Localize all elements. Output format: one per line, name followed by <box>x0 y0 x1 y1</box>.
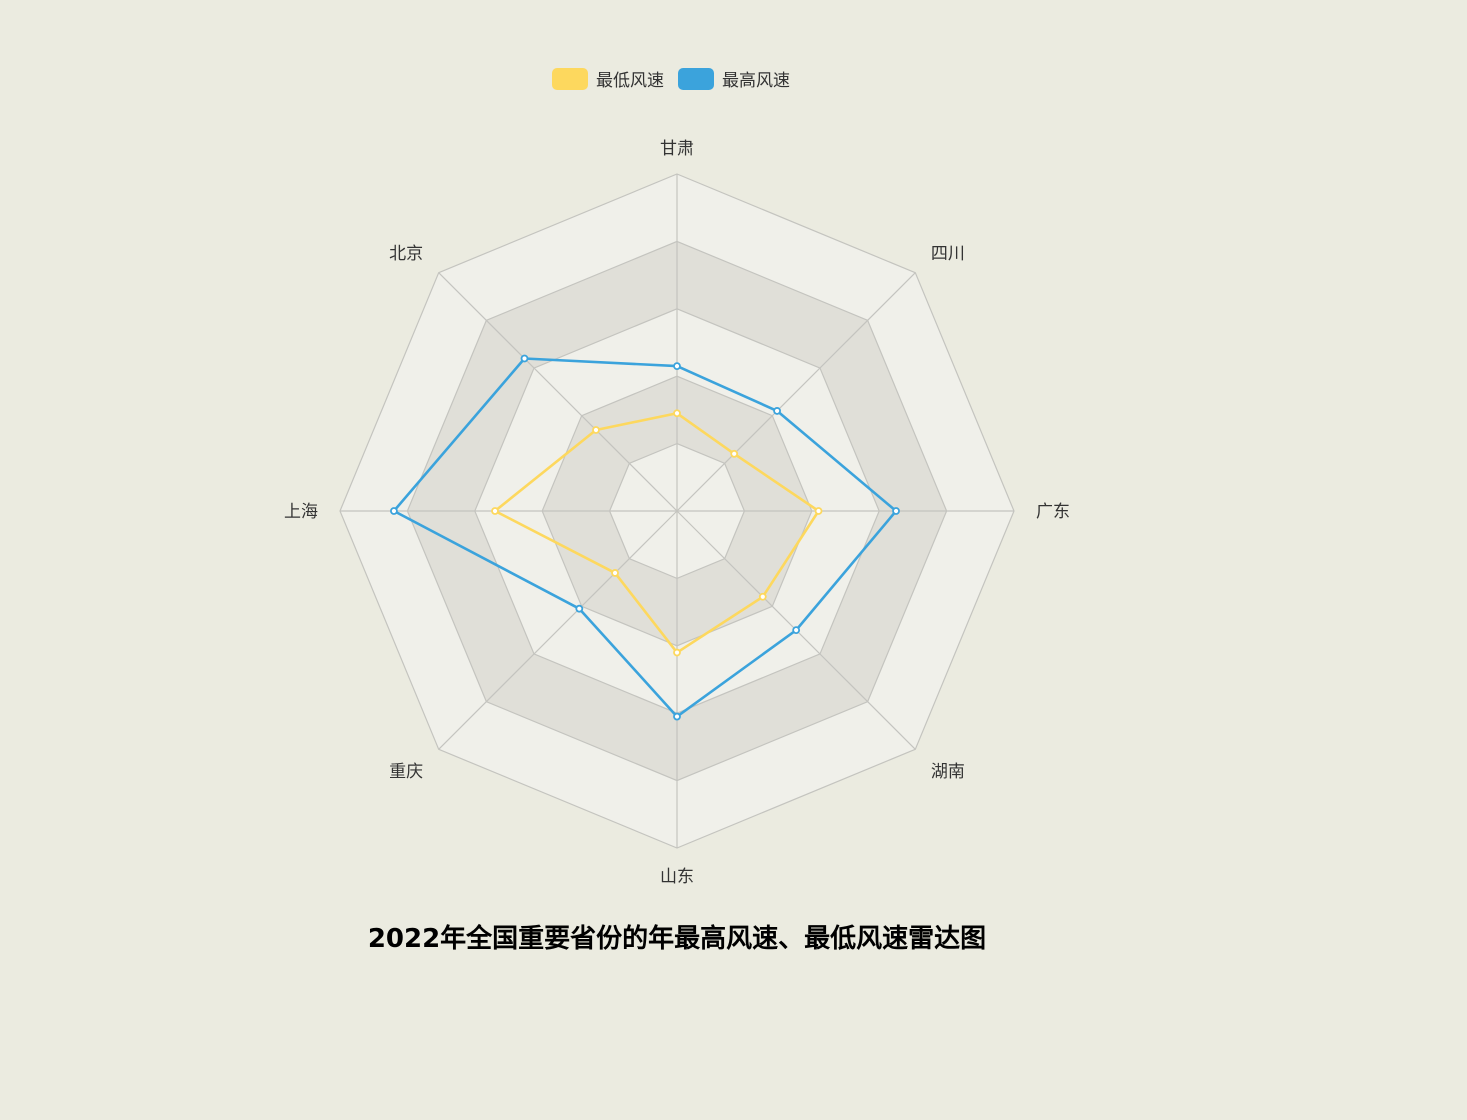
axis-label-3: 湖南 <box>931 762 965 782</box>
axis-line-7 <box>438 272 678 512</box>
series-0-point-6 <box>491 507 499 515</box>
legend: 最低风速 最高风速 <box>552 66 790 91</box>
axis-label-6: 上海 <box>284 502 318 522</box>
axis-label-7: 北京 <box>389 244 423 264</box>
legend-item-max-wind[interactable]: 最高风速 <box>678 66 790 91</box>
axis-label-2: 广东 <box>1036 502 1070 522</box>
legend-swatch-min-wind <box>552 67 588 90</box>
axis-label-0: 甘肃 <box>660 139 694 159</box>
chart-title: 2022年全国重要省份的年最高风速、最低风速雷达图 <box>367 924 987 954</box>
series-1-point-6 <box>390 507 398 515</box>
axis-label-1: 四川 <box>931 244 965 264</box>
series-0-point-3 <box>758 592 767 601</box>
legend-label-max-wind: 最高风速 <box>722 71 790 91</box>
series-0-point-2 <box>814 507 823 515</box>
legend-item-min-wind[interactable]: 最低风速 <box>552 66 664 91</box>
axis-line-5 <box>438 510 678 750</box>
series-1-point-2 <box>892 507 900 515</box>
series-1-point-4 <box>673 712 681 721</box>
legend-swatch-max-wind <box>678 67 714 90</box>
axis-label-5: 重庆 <box>389 762 423 782</box>
series-layer <box>390 354 900 721</box>
series-1-point-3 <box>792 626 801 635</box>
series-0-point-5 <box>611 569 619 577</box>
axis-line-1 <box>676 272 916 512</box>
series-0-point-4 <box>673 648 681 657</box>
series-0-point-7 <box>592 426 600 434</box>
series-1-point-0 <box>673 362 681 370</box>
series-1-point-1 <box>773 407 781 415</box>
series-1-point-5 <box>575 604 584 613</box>
series-0-point-0 <box>673 409 681 418</box>
series-1-point-7 <box>520 354 529 363</box>
series-0-point-1 <box>730 449 739 458</box>
axis-label-4: 山东 <box>660 867 694 887</box>
axis-lines <box>340 174 1014 848</box>
legend-label-min-wind: 最低风速 <box>596 71 664 91</box>
